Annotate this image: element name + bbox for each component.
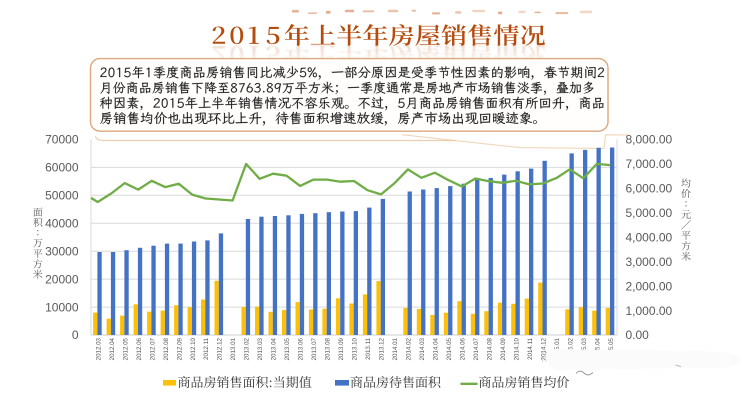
svg-text:4,000.00: 4,000.00 xyxy=(626,230,673,244)
svg-text:2015.02: 2015.02 xyxy=(567,337,574,360)
svg-text:5,000.00: 5,000.00 xyxy=(626,206,673,220)
svg-text:40000: 40000 xyxy=(45,216,79,230)
svg-text:2012.10: 2012.10 xyxy=(190,337,197,360)
svg-text:2013.04: 2013.04 xyxy=(271,337,278,360)
svg-text:2014.08: 2014.08 xyxy=(487,337,494,360)
svg-text:10000: 10000 xyxy=(45,300,79,314)
svg-text:60000: 60000 xyxy=(45,161,79,175)
svg-text:2012.12: 2012.12 xyxy=(217,337,224,360)
svg-text:2014.07: 2014.07 xyxy=(473,337,480,360)
svg-text:20000: 20000 xyxy=(45,272,79,286)
svg-text:2014.04: 2014.04 xyxy=(433,337,440,360)
svg-text:2012.11: 2012.11 xyxy=(203,337,210,359)
svg-text:2014.11: 2014.11 xyxy=(527,337,534,359)
svg-text:2014.10: 2014.10 xyxy=(513,337,520,360)
svg-text:0: 0 xyxy=(72,328,79,342)
svg-text:2015.04: 2015.04 xyxy=(594,337,601,360)
svg-text:2013.01: 2013.01 xyxy=(230,337,237,360)
svg-text:7,000.00: 7,000.00 xyxy=(626,157,673,171)
svg-text:2012.04: 2012.04 xyxy=(109,337,116,360)
svg-text:2014.05: 2014.05 xyxy=(446,337,453,360)
svg-text:2013.12: 2013.12 xyxy=(379,337,386,360)
svg-text:0.00: 0.00 xyxy=(626,328,650,342)
svg-text:2014.06: 2014.06 xyxy=(460,337,467,360)
svg-text:2014.01: 2014.01 xyxy=(392,337,399,360)
svg-text:2013.08: 2013.08 xyxy=(325,337,332,360)
svg-text:2014.09: 2014.09 xyxy=(500,337,507,360)
svg-text:2012.09: 2012.09 xyxy=(176,337,183,360)
svg-text:6,000.00: 6,000.00 xyxy=(626,182,673,196)
svg-text:2013.05: 2013.05 xyxy=(284,337,291,360)
svg-text:2013.02: 2013.02 xyxy=(244,337,251,360)
svg-text:2015.01: 2015.01 xyxy=(554,337,561,360)
svg-text:2,000.00: 2,000.00 xyxy=(626,279,673,293)
svg-text:8,000.00: 8,000.00 xyxy=(626,133,673,147)
svg-text:30000: 30000 xyxy=(45,244,79,258)
svg-text:2013.03: 2013.03 xyxy=(257,337,264,360)
svg-text:70000: 70000 xyxy=(45,133,79,147)
svg-text:2013.09: 2013.09 xyxy=(338,337,345,360)
svg-text:2015.05: 2015.05 xyxy=(608,337,615,360)
svg-text:3,000.00: 3,000.00 xyxy=(626,255,673,269)
svg-text:2015.03: 2015.03 xyxy=(581,337,588,360)
svg-text:2012.08: 2012.08 xyxy=(163,337,170,360)
svg-text:2012.03: 2012.03 xyxy=(95,337,102,360)
svg-text:1,000.00: 1,000.00 xyxy=(626,304,673,318)
svg-text:2013.10: 2013.10 xyxy=(352,337,359,360)
svg-text:2012.06: 2012.06 xyxy=(136,337,143,360)
svg-text:2013.06: 2013.06 xyxy=(298,337,305,360)
svg-text:50000: 50000 xyxy=(45,189,79,203)
svg-text:2012.07: 2012.07 xyxy=(149,337,156,360)
svg-text:2014.12: 2014.12 xyxy=(540,337,547,360)
svg-text:2012.05: 2012.05 xyxy=(122,337,129,360)
svg-text:2014.02: 2014.02 xyxy=(406,337,413,360)
svg-text:2013.11: 2013.11 xyxy=(365,337,372,359)
svg-text:2013.07: 2013.07 xyxy=(311,337,318,360)
svg-text:2014.03: 2014.03 xyxy=(419,337,426,360)
